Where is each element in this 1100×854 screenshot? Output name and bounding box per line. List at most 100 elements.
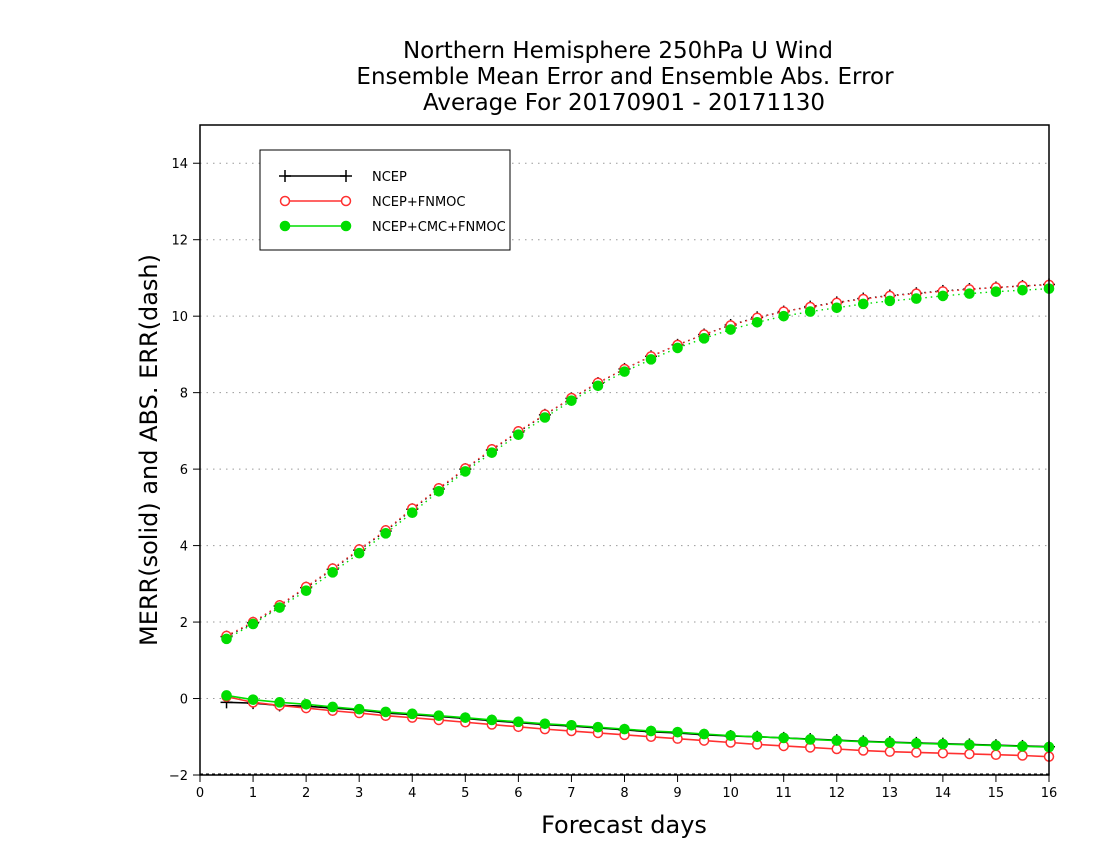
point-abs-5-26 bbox=[911, 293, 922, 304]
point-merr-2-23 bbox=[831, 735, 843, 746]
point-abs-5-18 bbox=[698, 333, 710, 344]
point-merr-2-17 bbox=[672, 726, 683, 738]
y-tick-label-10: 10 bbox=[171, 310, 188, 325]
point-abs-5-16 bbox=[645, 354, 657, 365]
point-merr-2-6 bbox=[380, 706, 392, 718]
x-axis-label: Forecast days bbox=[541, 811, 707, 839]
point-abs-5-12 bbox=[539, 412, 551, 423]
point-abs-5-7 bbox=[406, 507, 418, 519]
point-merr-2-0 bbox=[221, 690, 232, 701]
point-merr-2-26 bbox=[911, 737, 922, 749]
point-merr-1-29 bbox=[990, 749, 1002, 760]
point-abs-5-29 bbox=[990, 286, 1002, 298]
legend-marker-left-2 bbox=[279, 220, 291, 232]
point-abs-5-10 bbox=[486, 447, 498, 458]
legend-item-2: NCEP+CMC+FNMOC bbox=[279, 220, 506, 235]
legend-item-1: NCEP+FNMOC bbox=[279, 195, 465, 210]
x-tick-label-10: 10 bbox=[722, 786, 739, 801]
point-abs-5-25 bbox=[884, 295, 896, 307]
series-line-abs-5 bbox=[226, 287, 1050, 640]
x-tick-label-14: 14 bbox=[935, 786, 952, 801]
point-merr-2-29 bbox=[990, 740, 1002, 751]
point-merr-2-25 bbox=[884, 737, 896, 748]
point-abs-5-22 bbox=[804, 306, 816, 317]
x-tick-label-7: 7 bbox=[567, 786, 575, 801]
point-merr-2-2 bbox=[274, 697, 285, 708]
legend-marker-right-2 bbox=[340, 220, 352, 232]
legend-box bbox=[259, 149, 511, 251]
point-merr-1-28 bbox=[964, 748, 975, 760]
point-merr-2-22 bbox=[804, 734, 816, 745]
series-merr-2 bbox=[221, 690, 1055, 753]
x-tick-label-12: 12 bbox=[828, 786, 845, 801]
y-tick-label-0: 0 bbox=[180, 693, 188, 708]
point-abs-5-8 bbox=[433, 485, 445, 497]
x-tick-label-1: 1 bbox=[249, 786, 257, 801]
point-merr-2-7 bbox=[406, 708, 418, 720]
point-abs-5-5 bbox=[353, 547, 365, 559]
series-abs-4 bbox=[221, 279, 1055, 642]
point-abs-5-2 bbox=[274, 602, 285, 613]
x-tick-label-11: 11 bbox=[775, 786, 792, 801]
point-merr-1-24 bbox=[858, 745, 869, 756]
legend-label-1: NCEP+FNMOC bbox=[372, 195, 465, 210]
point-merr-2-16 bbox=[645, 725, 657, 737]
x-tick-label-3: 3 bbox=[355, 786, 363, 801]
point-merr-1-30 bbox=[1017, 750, 1028, 761]
x-tick-label-6: 6 bbox=[514, 786, 522, 801]
x-tick-label-0: 0 bbox=[196, 786, 204, 801]
legend: NCEP NCEP+FNMOC NCEP+CMC+FNMOC bbox=[259, 149, 511, 251]
y-tick-label-4: 4 bbox=[180, 540, 188, 555]
point-merr-2-4 bbox=[327, 701, 338, 713]
point-abs-5-1 bbox=[247, 618, 259, 630]
point-abs-5-6 bbox=[380, 528, 392, 539]
point-abs-5-28 bbox=[964, 288, 975, 299]
series-line-merr-2 bbox=[226, 694, 1050, 748]
point-merr-2-18 bbox=[698, 728, 710, 740]
series-line-merr-1 bbox=[226, 695, 1050, 758]
point-merr-2-13 bbox=[566, 719, 577, 731]
point-abs-5-14 bbox=[592, 380, 604, 392]
y-tick-label-8: 8 bbox=[180, 387, 188, 402]
y-tick-label-12: 12 bbox=[171, 234, 188, 249]
point-abs-5-15 bbox=[619, 366, 630, 377]
x-tick-label-2: 2 bbox=[302, 786, 310, 801]
point-merr-2-15 bbox=[619, 723, 630, 735]
point-merr-2-20 bbox=[751, 731, 763, 743]
point-merr-2-28 bbox=[964, 739, 975, 751]
point-merr-2-10 bbox=[486, 714, 498, 726]
legend-marker-right-1 bbox=[340, 195, 352, 207]
legend-label-0: NCEP bbox=[372, 170, 407, 185]
legend-marker-right-0 bbox=[340, 170, 352, 182]
chart-title-line-1: Northern Hemisphere 250hPa U Wind bbox=[403, 38, 833, 64]
point-merr-2-3 bbox=[300, 698, 312, 710]
y-axis-label: MERR(solid) and ABS. ERR(dash) bbox=[135, 254, 163, 646]
point-abs-5-9 bbox=[460, 466, 471, 477]
point-merr-2-11 bbox=[513, 716, 524, 728]
y-tick-label-2: 2 bbox=[180, 616, 188, 631]
grid-lines bbox=[200, 162, 1049, 775]
y-tick-label-14: 14 bbox=[171, 157, 188, 172]
point-merr-2-14 bbox=[592, 721, 604, 733]
point-abs-5-11 bbox=[513, 429, 524, 441]
point-merr-1-26 bbox=[911, 747, 922, 758]
x-tick-label-8: 8 bbox=[620, 786, 628, 801]
point-merr-2-5 bbox=[353, 703, 365, 715]
series-abs-3 bbox=[220, 278, 1055, 643]
legend-marker-left-0 bbox=[279, 170, 291, 182]
chart-title-line-3: Average For 20170901 - 20171130 bbox=[423, 90, 825, 116]
data-layer bbox=[220, 278, 1055, 762]
point-merr-2-30 bbox=[1017, 741, 1028, 752]
chart-title-line-2: Ensemble Mean Error and Ensemble Abs. Er… bbox=[356, 64, 894, 90]
x-tick-label-9: 9 bbox=[673, 786, 681, 801]
point-abs-5-23 bbox=[831, 302, 843, 314]
x-tick-label-15: 15 bbox=[988, 786, 1005, 801]
point-merr-1-25 bbox=[884, 746, 896, 757]
legend-items: NCEP NCEP+FNMOC NCEP+CMC+FNMOC bbox=[279, 170, 506, 235]
point-abs-5-30 bbox=[1017, 284, 1028, 296]
legend-marker-left-1 bbox=[279, 195, 291, 207]
x-tick-label-5: 5 bbox=[461, 786, 469, 801]
series-abs-5 bbox=[221, 283, 1055, 645]
point-abs-5-21 bbox=[778, 310, 789, 322]
